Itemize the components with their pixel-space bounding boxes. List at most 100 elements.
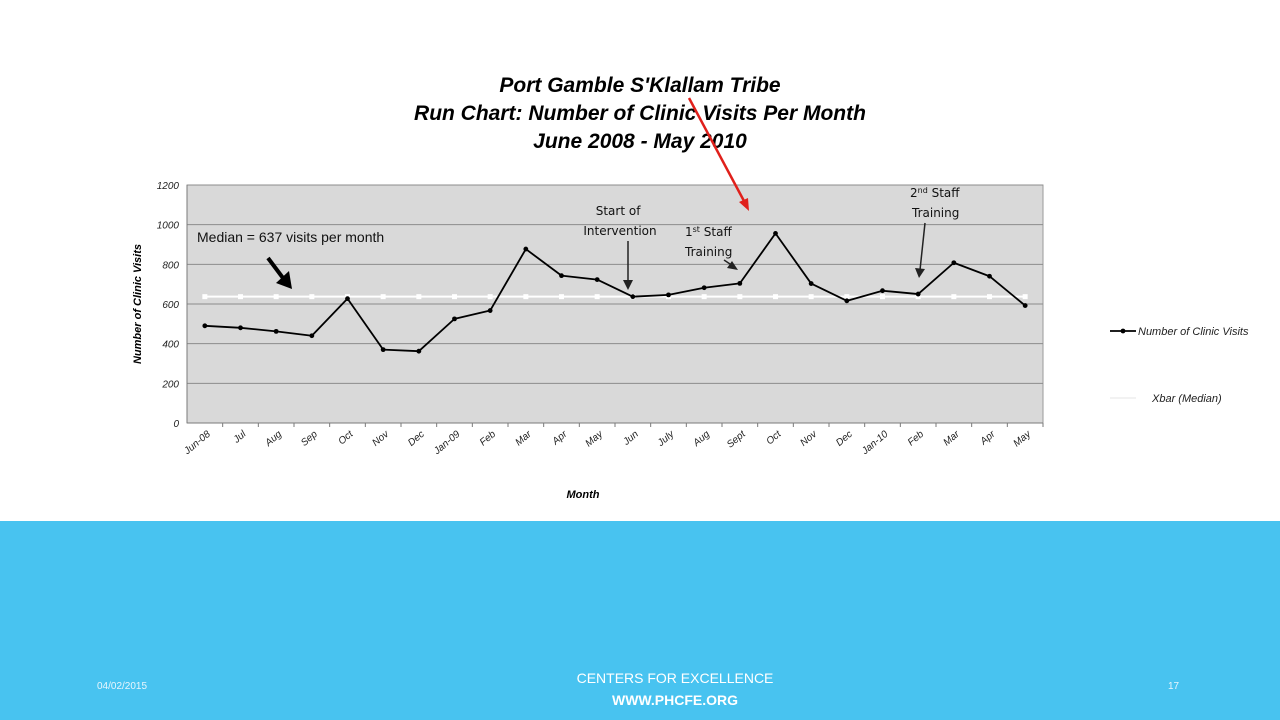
x-tick-label: Aug <box>691 429 713 450</box>
median-point <box>202 294 208 300</box>
x-axis-title: Month <box>567 489 600 501</box>
y-tick-label: 0 <box>173 419 179 430</box>
visits-point <box>487 308 493 313</box>
visits-point <box>345 296 350 302</box>
visits-point <box>915 291 921 297</box>
start-intervention-annotation: Start of Intervention <box>583 204 656 238</box>
visits-point <box>880 288 885 294</box>
x-tick-label: Jul <box>231 428 249 446</box>
visits-point <box>238 325 243 331</box>
median-point <box>737 294 743 300</box>
footer-website: WWW.PHCFE.ORG <box>612 692 738 708</box>
run-chart: 0 200 400 600 800 1000 1200 Jun-08 Jul Aug Sep Oct N… <box>132 97 1249 501</box>
x-tick-label: Nov <box>370 428 391 449</box>
staff1-number: 1 <box>685 225 693 239</box>
median-point <box>273 294 279 300</box>
x-tick-label: Dec <box>834 429 855 449</box>
visits-point <box>594 277 600 283</box>
staff2-number: 2 <box>910 186 918 200</box>
second-staff-training-annotation: 2nd Staff Training <box>910 186 963 220</box>
x-tick-label: Oct <box>336 428 356 447</box>
visits-point <box>416 348 422 354</box>
x-tick-label: Feb <box>478 429 499 449</box>
visits-point <box>808 281 814 286</box>
visits-point <box>844 298 850 304</box>
visits-point <box>452 316 457 322</box>
chart-title-line-1: Port Gamble S'Klallam Tribe <box>499 74 781 97</box>
staff2-suffix: nd <box>918 186 928 195</box>
slide-date: 04/02/2015 <box>97 681 148 692</box>
median-point <box>487 294 493 300</box>
footer-branding: CENTERS FOR EXCELLENCE WWW.PHCFE.ORG <box>475 667 875 711</box>
visits-point <box>630 294 636 300</box>
median-point <box>559 294 564 300</box>
x-tick-label: Sept <box>725 428 749 450</box>
x-tick-label: Dec <box>406 429 427 449</box>
median-point <box>880 294 885 300</box>
slide-page-number: 17 <box>1168 681 1180 692</box>
staff2-training: Training <box>911 206 959 220</box>
visits-point <box>987 273 992 279</box>
legend-visits-marker <box>1120 328 1126 334</box>
start-intervention-line-2: Intervention <box>583 224 656 238</box>
x-tick-label: Apr <box>550 428 570 448</box>
median-point <box>594 294 600 300</box>
x-tick-label: Jan-09 <box>431 429 463 458</box>
staff1-training: Training <box>684 245 732 259</box>
median-point <box>773 294 778 300</box>
x-tick-label: Aug <box>263 429 285 450</box>
median-point <box>1022 294 1028 300</box>
median-point <box>844 294 850 300</box>
first-staff-arrow <box>723 259 738 270</box>
visits-point <box>773 230 778 236</box>
visits-point <box>701 285 707 291</box>
median-annotation: Median = 637 visits per month <box>197 229 384 245</box>
first-staff-training-annotation: 1st Staff Training <box>684 225 736 259</box>
chart-title-line-3: June 2008 - May 2010 <box>533 130 747 153</box>
staff1-suffix: st <box>693 225 700 234</box>
x-tick-label: May <box>584 428 606 449</box>
median-point <box>915 294 921 300</box>
visits-point <box>309 333 315 339</box>
median-point <box>238 294 243 300</box>
visits-point <box>1022 303 1028 308</box>
chart-title: Port Gamble S'Klallam Tribe Run Chart: N… <box>340 72 940 156</box>
y-tick-label: 600 <box>162 300 179 311</box>
x-tick-label: Sep <box>299 429 320 449</box>
visits-point <box>951 260 957 266</box>
visits-point <box>202 323 208 329</box>
start-intervention-line-1: Start of <box>596 204 641 218</box>
y-axis-title: Number of Clinic Visits <box>132 244 144 364</box>
median-point <box>452 294 457 300</box>
y-tick-label: 200 <box>161 379 179 390</box>
y-tick-label: 1000 <box>157 221 180 232</box>
x-tick-label: Apr <box>978 428 998 448</box>
visits-point <box>737 280 743 286</box>
median-point <box>416 294 422 300</box>
visits-point <box>273 328 279 334</box>
median-point <box>808 294 814 300</box>
median-point <box>523 294 529 300</box>
x-tick-label: Mar <box>513 428 534 448</box>
slide-footer: 04/02/2015 CENTERS FOR EXCELLENCE WWW.PH… <box>0 521 1280 720</box>
x-tick-label: July <box>655 428 677 449</box>
chart-title-line-2: Run Chart: Number of Clinic Visits Per M… <box>414 102 866 125</box>
footer-org-name: CENTERS FOR EXCELLENCE <box>576 670 774 686</box>
visits-point <box>380 347 386 353</box>
visits-point <box>559 273 564 279</box>
legend-visits-label: Number of Clinic Visits <box>1138 326 1249 338</box>
legend-median-label: Xbar (Median) <box>1151 393 1222 405</box>
x-tick-label: Oct <box>764 428 784 447</box>
y-tick-label: 1200 <box>157 181 180 192</box>
x-tick-label: May <box>1012 428 1034 449</box>
visits-point <box>666 292 671 298</box>
median-point <box>309 294 315 300</box>
red-pointer-arrow <box>687 97 749 211</box>
visits-point <box>523 246 529 252</box>
x-tick-label: Mar <box>941 428 962 448</box>
x-tick-label: Jan-10 <box>859 429 891 458</box>
x-tick-label: Nov <box>798 428 819 449</box>
median-point <box>380 294 386 300</box>
y-tick-label: 400 <box>162 340 179 351</box>
staff1-word: Staff <box>700 225 732 239</box>
